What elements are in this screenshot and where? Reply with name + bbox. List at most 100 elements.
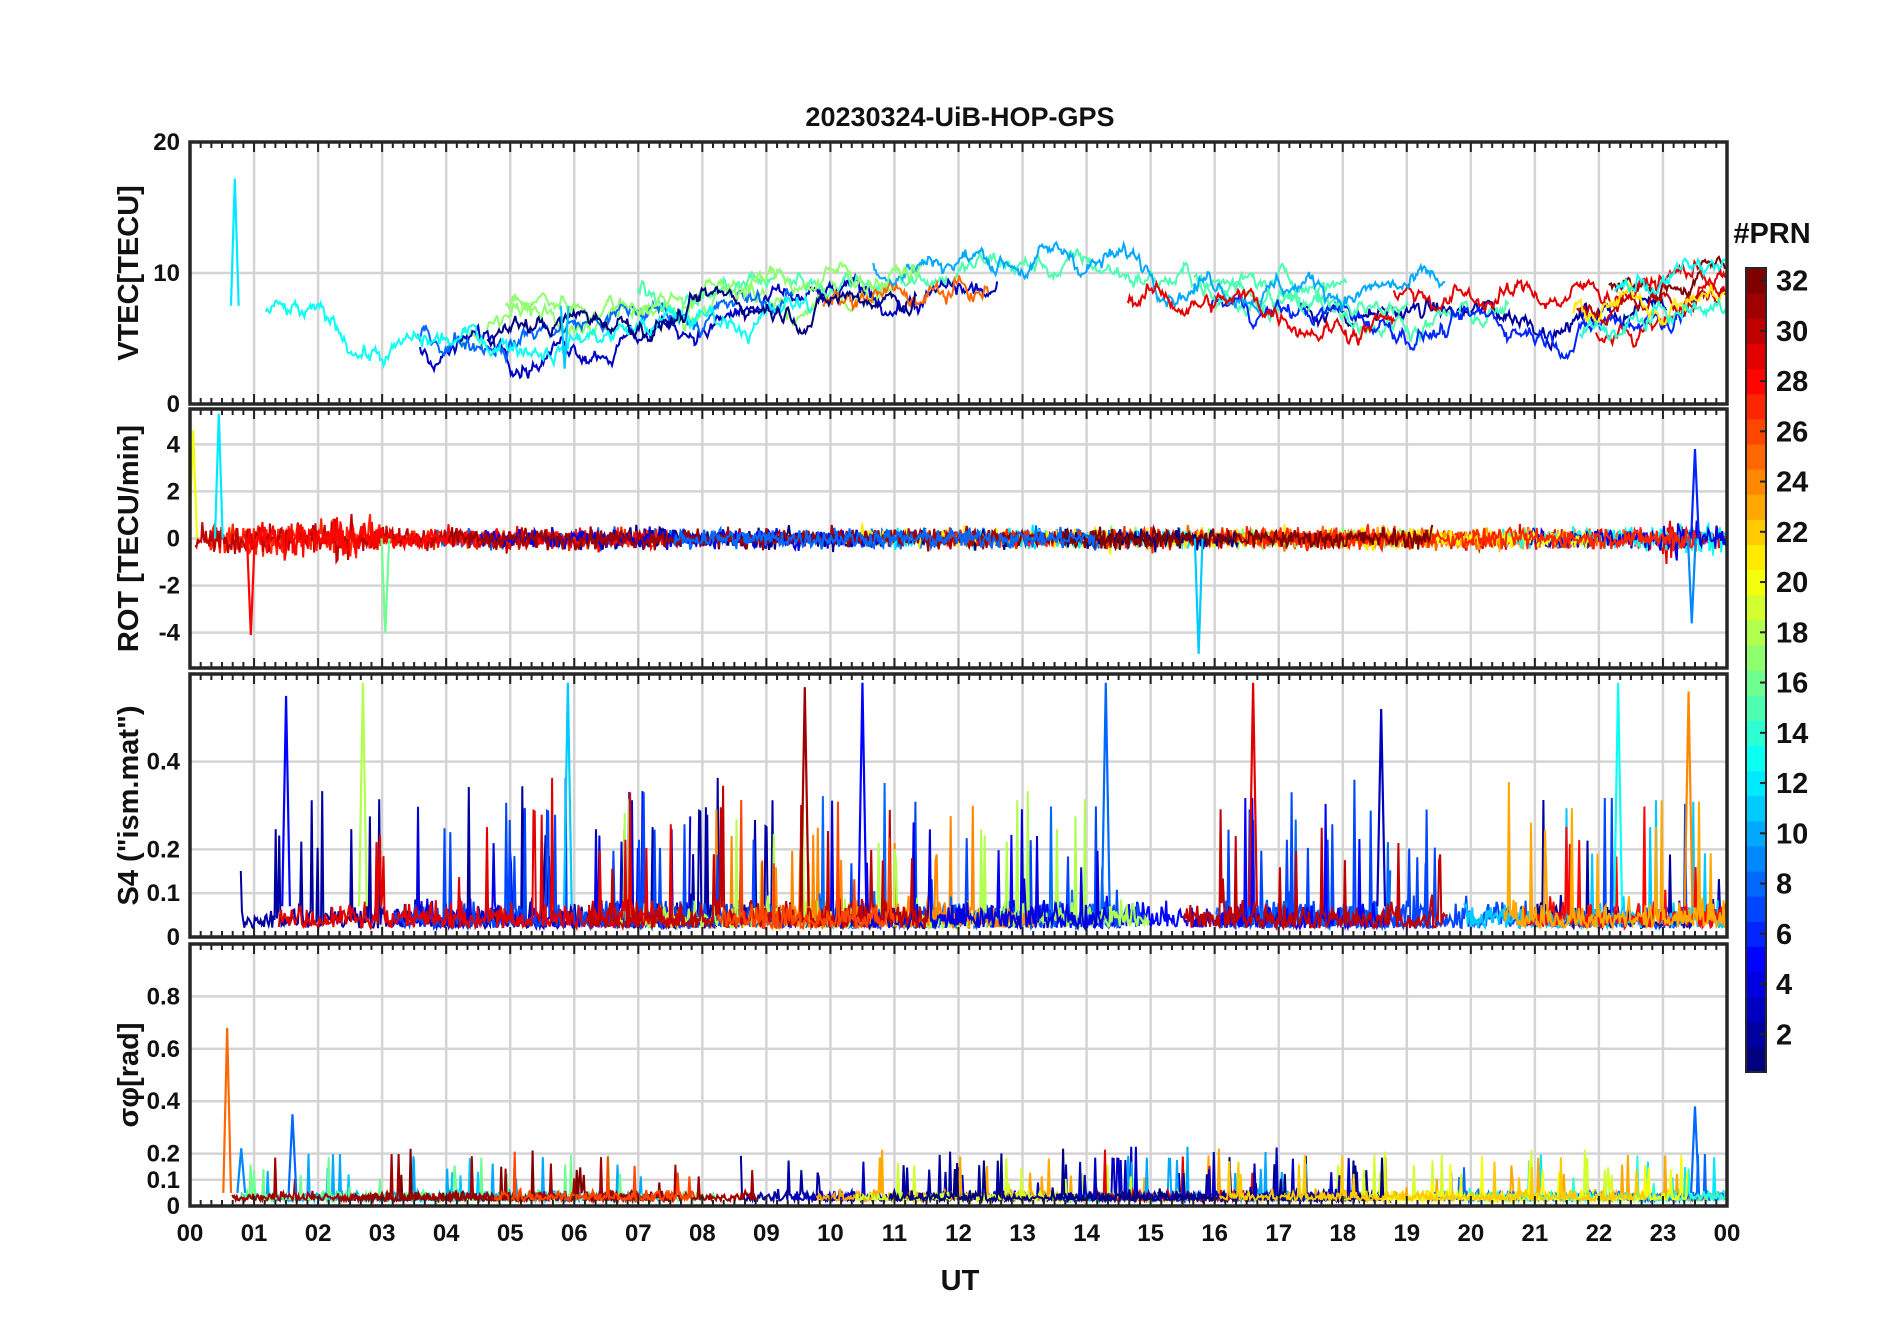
s4-series-prn: [1463, 800, 1727, 931]
x-tick-label: 22: [1586, 1220, 1613, 1247]
s4-peak: [857, 682, 868, 907]
s4-peak: [799, 687, 810, 907]
s4-peak: [1613, 682, 1624, 907]
vtec-series-prn: [1613, 257, 1727, 296]
colorbar-swatch: [1746, 820, 1766, 847]
vtec-series-prn: [419, 272, 999, 380]
rot-frame: [188, 407, 1729, 670]
vtec-peak: [229, 178, 240, 306]
colorbar-tick-label: 30: [1776, 316, 1808, 348]
colorbar-swatch: [1746, 343, 1766, 370]
panel-rot: -4 -2 0 2 4 ROT [TECU/min]: [113, 407, 1729, 670]
s4-y-axis-label: S4 ("ism.mat"): [113, 706, 145, 906]
colorbar-swatch: [1746, 695, 1766, 721]
panel-vtec: 0 10 20 VTEC[TECU]: [113, 129, 1729, 418]
rot-traces: [190, 413, 1727, 654]
rot-series-prn: [1001, 524, 1434, 552]
s4-frame: [188, 672, 1729, 939]
vtec-series-prn: [1126, 279, 1396, 346]
x-tick-label: 23: [1650, 1220, 1677, 1247]
vtec-series-prn: [1576, 287, 1727, 326]
colorbar-tick-label: 4: [1776, 969, 1792, 1001]
colorbar-swatch: [1746, 996, 1766, 1023]
colorbar-swatch: [1746, 946, 1766, 973]
colorbar-swatch: [1746, 1021, 1766, 1048]
colorbar-tick-label: 8: [1776, 869, 1792, 901]
s4-peak: [1683, 691, 1694, 907]
vtec-series-prn: [264, 293, 814, 370]
rot-peak: [380, 538, 391, 633]
rot-y-tick-label: 2: [167, 478, 180, 505]
x-tick-label: 02: [305, 1220, 332, 1247]
x-tick-label: 18: [1329, 1220, 1356, 1247]
rot-peak: [245, 538, 256, 636]
s4-peak: [1376, 709, 1387, 907]
vtec-y-axis-label: VTEC[TECU]: [113, 185, 145, 361]
colorbar-swatch: [1746, 770, 1766, 797]
rot-y-tick-label: -4: [159, 620, 181, 647]
panel-sigma_phi: 00.10.2 0.4 0.6 0.8σφ[rad]: [113, 942, 1729, 1220]
vtec-y-tick-label: 20: [153, 129, 180, 156]
colorbar-tick-label: 12: [1776, 768, 1808, 800]
vtec-y-tick-label: 10: [153, 260, 180, 287]
colorbar-swatch: [1746, 896, 1766, 922]
colorbar-tick-label: 32: [1776, 266, 1808, 298]
colorbar-swatch: [1746, 519, 1766, 545]
sigma_phi-y-tick-label: 0.1: [147, 1167, 180, 1194]
x-tick-label: 19: [1393, 1220, 1420, 1247]
x-tick-label: 00: [1714, 1220, 1741, 1247]
s4-series-prn: [716, 799, 895, 931]
vtec-series-prn: [872, 240, 1446, 315]
colorbar-tick-label: 6: [1776, 919, 1792, 951]
colorbar-swatch: [1746, 268, 1766, 294]
rot-y-tick-label: 0: [167, 526, 180, 553]
colorbar-swatch: [1746, 418, 1766, 445]
colorbar-swatch: [1746, 921, 1766, 947]
colorbar-swatch: [1746, 745, 1766, 772]
colorbar-swatch: [1746, 619, 1766, 646]
colorbar-swatch: [1746, 795, 1766, 822]
vtec-peak: [559, 305, 570, 369]
rot-y-axis-label: ROT [TECU/min]: [113, 425, 145, 652]
s4-peak: [1248, 682, 1259, 907]
s4-y-tick-label: 0.4: [147, 749, 181, 776]
sigma_phi-y-tick-label: 0.8: [147, 983, 180, 1010]
colorbar-swatch: [1746, 443, 1766, 470]
colorbar-tick-label: 28: [1776, 366, 1808, 398]
rot-series-prn: [673, 525, 1096, 552]
x-tick-label: 03: [369, 1220, 396, 1247]
x-axis-label: UT: [941, 1265, 980, 1297]
sigma_phi-y-tick-label: 0.4: [147, 1088, 181, 1115]
rot-peak: [213, 413, 224, 539]
x-tick-label: 06: [561, 1220, 588, 1247]
sigma_phi-frame: [188, 942, 1729, 1208]
colorbar-label: #PRN: [1733, 218, 1810, 250]
colorbar-swatch: [1746, 393, 1766, 420]
colorbar-swatch: [1746, 971, 1766, 998]
x-tick-label: 01: [241, 1220, 268, 1247]
x-tick-label: 09: [753, 1220, 780, 1247]
colorbar-tick-label: 10: [1776, 818, 1808, 850]
colorbar-swatch: [1746, 544, 1766, 571]
s4-peak: [562, 682, 573, 907]
vtec-series-prn: [1608, 255, 1727, 305]
colorbar-tick-label: 14: [1776, 718, 1808, 750]
vtec-series-prn: [1209, 290, 1697, 361]
colorbar-swatch: [1746, 368, 1766, 395]
s4-y-tick-label: 0.2: [147, 836, 180, 863]
x-tick-label: 12: [945, 1220, 972, 1247]
rot-peak: [1686, 538, 1697, 624]
x-tick-label: 16: [1201, 1220, 1228, 1247]
chart-title: 20230324-UiB-HOP-GPS: [805, 102, 1114, 132]
x-tick-label: 15: [1137, 1220, 1164, 1247]
colorbar-tick-label: 20: [1776, 567, 1808, 599]
colorbar-swatch: [1746, 845, 1766, 872]
s4-series-prn: [588, 785, 929, 931]
vtec-frame: [188, 140, 1729, 406]
s4-y-tick-label: 0.1: [147, 880, 180, 907]
x-tick-labels: 00 01 02 03 04 05 06 07 08 09 10 11 12 13 14 15 16 17 18 19…: [177, 1220, 1741, 1247]
colorbar-swatch: [1746, 469, 1766, 495]
